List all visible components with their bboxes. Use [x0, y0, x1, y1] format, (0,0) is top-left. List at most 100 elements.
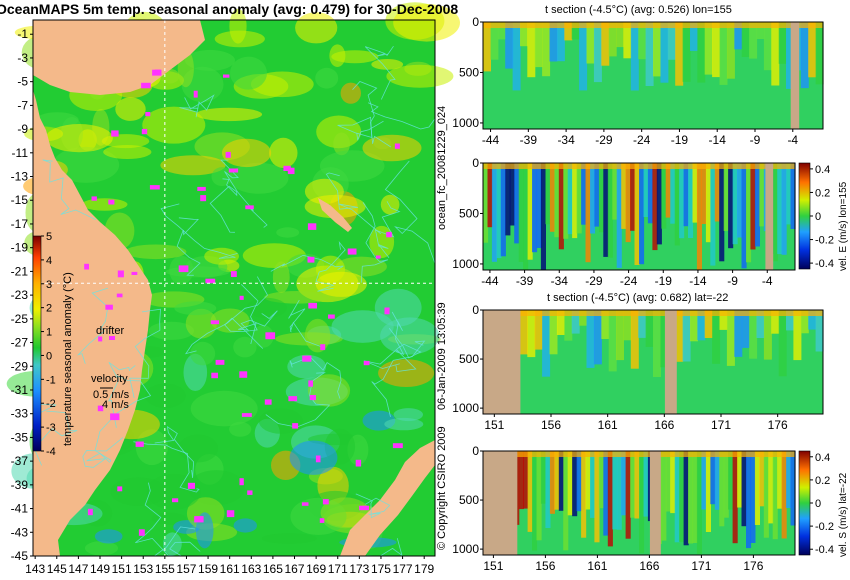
- y-tick-label: -5: [17, 75, 28, 89]
- section-stripe: [756, 310, 765, 338]
- section-stripe: [750, 163, 756, 250]
- section-y-tick-label: 500: [459, 352, 479, 366]
- vel-colorbar-tick-label: 0.4: [815, 452, 830, 464]
- section-land-mask: [790, 22, 800, 129]
- section-stripe: [607, 451, 613, 547]
- colorbar-tick-label: 5: [46, 231, 52, 243]
- section-stripe: [754, 451, 760, 525]
- y-tick-label: -35: [11, 430, 29, 444]
- section-stripe: [645, 310, 654, 347]
- t-section-lon-title: t section (-4.5°C) (avg: 0.526) lon=155: [545, 4, 732, 16]
- section-stripe: [749, 310, 758, 359]
- section-stripe: [549, 310, 558, 355]
- section-stripe: [756, 22, 765, 39]
- section-stripe: [786, 163, 792, 225]
- drifter-marker: [111, 130, 119, 137]
- x-tick-label: 173: [349, 562, 369, 576]
- x-tick-label: 175: [371, 562, 391, 576]
- vel-colorbar-tick-label: -0.2: [815, 521, 834, 533]
- section-stripe: [581, 451, 587, 538]
- bathymetry-contour: [371, 340, 426, 417]
- section-stripe: [638, 310, 647, 338]
- anomaly-patch: [384, 417, 424, 431]
- temperature-colorbar-bar: [32, 235, 42, 452]
- colorbar-tick-label: 2: [46, 303, 52, 315]
- section-stripe: [608, 22, 617, 57]
- vel-e-colorbar-label: vel. E (m/s) lon=155: [838, 181, 849, 271]
- anomaly-patch: [287, 354, 327, 379]
- section-stripe: [772, 451, 778, 540]
- section-stripe: [625, 451, 631, 539]
- section-stripe: [675, 310, 684, 362]
- section-stripe: [737, 163, 743, 238]
- anomaly-patch: [307, 374, 351, 407]
- section-stripe: [808, 310, 817, 330]
- anomaly-patch: [145, 383, 186, 408]
- section-stripe: [616, 163, 622, 268]
- anomaly-patch: [185, 308, 217, 339]
- section-stripe: [572, 451, 578, 517]
- anomaly-patch: [142, 106, 206, 144]
- section-stripe: [590, 163, 596, 234]
- australia-land: [33, 20, 152, 556]
- bathymetry-contour: [209, 178, 238, 233]
- section-stripe: [581, 163, 587, 225]
- section-stripe: [749, 22, 758, 59]
- section-stripe: [754, 163, 760, 247]
- section-x-tick-label: -39: [516, 274, 534, 288]
- section-stripe: [576, 451, 582, 512]
- bathymetry-contour: [374, 201, 401, 259]
- section-y-tick-label: 0: [472, 15, 479, 29]
- map-y-axis: -1 -3 -5 -7 -9 -11 -13 -15 -17 -19 -21 -23 -25 -27 -29…: [11, 27, 33, 563]
- anomaly-patch: [386, 64, 454, 88]
- vel-colorbar-tick-label: 0.2: [815, 475, 830, 487]
- section-stripe: [732, 451, 738, 544]
- section-stripe: [643, 163, 649, 217]
- drifter-marker: [131, 271, 138, 275]
- drifter-marker: [309, 395, 316, 401]
- drifter-marker: [210, 320, 220, 325]
- bathymetry-contour: [224, 284, 264, 349]
- y-tick-label: -29: [11, 359, 29, 373]
- bathymetry-contour: [129, 308, 161, 399]
- section-x-tick-label: -9: [750, 133, 761, 147]
- bathymetry-contour: [384, 160, 436, 264]
- section-stripe: [690, 22, 698, 51]
- section-stripe: [518, 163, 524, 262]
- section-stripe: [623, 310, 632, 341]
- section-stripe: [545, 163, 551, 225]
- bathymetry-contour: [133, 441, 200, 493]
- bathymetry-contour: [363, 328, 422, 369]
- x-tick-label: 155: [155, 562, 175, 576]
- section-x-tick-label: -24: [633, 133, 651, 147]
- section-stripe: [608, 310, 617, 372]
- anomaly-patch: [233, 518, 257, 533]
- section-stripe: [746, 163, 752, 263]
- section-x-tick-label: 151: [484, 418, 504, 432]
- anomaly-patch: [374, 288, 422, 327]
- anomaly-patch: [229, 421, 252, 437]
- bathymetry-contour: [108, 361, 136, 428]
- section-stripe: [778, 310, 787, 377]
- anomaly-patch: [362, 134, 422, 162]
- y-tick-label: -33: [11, 407, 29, 421]
- drifter-marker: [223, 74, 230, 78]
- y-tick-label: -9: [17, 122, 28, 136]
- section-stripe: [719, 310, 728, 330]
- vel-s-section-panel: 0 500 1000 151 156 161 166 171 176: [452, 444, 796, 573]
- section-y-tick-label: 500: [459, 493, 479, 507]
- t-section-lat-panel: 0 500 1000 151 156 161 166 171 176: [452, 303, 824, 432]
- section-x-tick-label: -34: [551, 274, 569, 288]
- drifter-marker: [347, 248, 357, 255]
- section-stripe: [714, 451, 720, 510]
- anomaly-patch: [178, 434, 219, 463]
- anomaly-patch: [160, 155, 226, 176]
- copyright-text: © Copyright CSIRO 2009: [436, 426, 448, 550]
- velocity-label: velocity: [91, 373, 128, 385]
- section-stripe: [625, 163, 631, 243]
- drifter-marker: [178, 265, 189, 273]
- anomaly-patch: [84, 541, 119, 556]
- anomaly-patch: [252, 325, 274, 348]
- drifter-marker: [308, 302, 317, 309]
- section-land-mask: [483, 451, 518, 555]
